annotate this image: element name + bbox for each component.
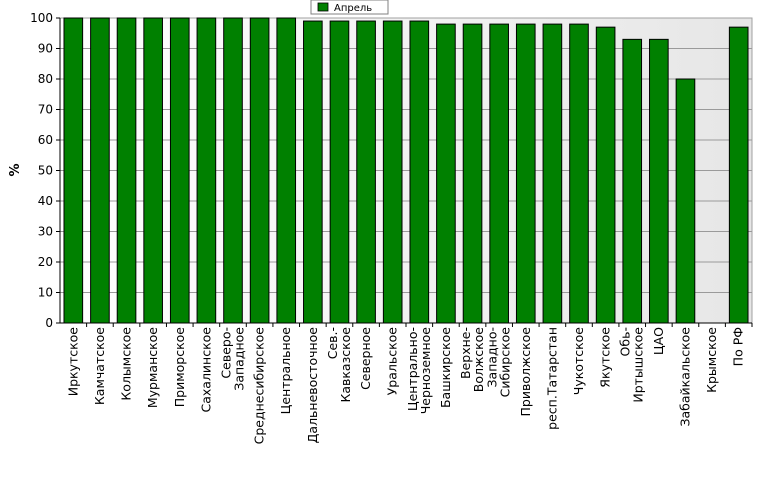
bar — [276, 17, 297, 324]
bar — [489, 23, 509, 324]
x-tick-label: Уральское — [385, 327, 400, 396]
y-tick-label: 40 — [38, 194, 53, 208]
x-tick-label: Крымское — [704, 327, 719, 393]
bar — [436, 23, 456, 324]
x-tick-label: Западное — [232, 327, 247, 391]
x-tick-label: Западно- — [485, 327, 500, 387]
x-tick-label: Иркутское — [65, 327, 80, 397]
x-tick-label: Камчатское — [92, 327, 107, 405]
x-tick-label: Верхне- — [458, 327, 473, 379]
bar — [143, 17, 163, 324]
bar — [63, 17, 84, 324]
bar — [649, 38, 669, 324]
x-tick-label: Кавказское — [338, 327, 353, 403]
x-tick-label: Приволжское — [518, 327, 533, 417]
bar — [382, 20, 403, 324]
bar — [675, 78, 696, 324]
x-tick-label: Якутское — [598, 327, 613, 388]
x-tick-label: Сахалинское — [198, 327, 213, 413]
y-tick-label: 30 — [38, 225, 53, 239]
x-ticks: Иркутское Камчатское Колымское Мурманское Пр… — [65, 323, 753, 445]
bar — [409, 20, 430, 324]
x-tick-label: Среднесибирское — [252, 327, 267, 445]
x-tick-label: ЦАО — [651, 327, 666, 355]
y-tick-label: 20 — [38, 255, 53, 269]
bar — [515, 23, 536, 324]
x-tick-label: Обь- — [618, 327, 633, 356]
x-tick-label: Забайкальское — [677, 327, 692, 427]
bar — [303, 20, 323, 324]
bar — [90, 17, 110, 324]
x-tick-label: Северное — [358, 327, 373, 390]
bar — [462, 23, 483, 324]
legend: Апрель — [310, 0, 389, 15]
bar — [116, 17, 137, 324]
y-tick-label: 90 — [38, 42, 53, 56]
x-tick-label: Центрально- — [405, 327, 420, 411]
y-ticks: 0 10 20 30 40 50 60 70 80 90 100 — [30, 11, 60, 330]
x-tick-label: Иртышское — [631, 327, 646, 403]
x-tick-label: Мурманское — [145, 327, 160, 408]
bar — [728, 26, 749, 324]
bars — [63, 17, 749, 324]
y-tick-label: 60 — [38, 133, 53, 147]
legend-swatch — [317, 2, 329, 12]
x-tick-label: Сибирское — [498, 327, 513, 398]
bar — [223, 17, 243, 324]
y-tick-label: 0 — [45, 316, 53, 330]
bar — [329, 20, 350, 324]
x-tick-label: Сев.- — [325, 327, 340, 359]
legend-box — [310, 0, 389, 15]
y-tick-label: 10 — [38, 286, 53, 300]
x-tick-label: По РФ — [731, 327, 746, 367]
y-tick-label: 50 — [38, 164, 53, 178]
y-tick-label: 80 — [38, 72, 53, 86]
bar — [622, 38, 643, 324]
x-tick-label: Волжское — [471, 327, 486, 393]
x-tick-label: Черноземное — [418, 327, 433, 415]
x-tick-label: респ.Татарстан — [544, 327, 559, 430]
y-tick-label: 70 — [38, 103, 53, 117]
x-tick-label: Чукотское — [571, 327, 586, 396]
y-axis-label: % — [8, 163, 23, 176]
x-tick-label: Центральное — [278, 327, 293, 415]
bar — [542, 23, 563, 324]
bar — [595, 26, 616, 324]
bar — [169, 17, 190, 324]
legend-label: Апрель — [334, 3, 372, 14]
y-tick-label: 100 — [30, 11, 53, 25]
bar — [356, 20, 376, 324]
x-tick-label: Колымское — [119, 327, 134, 401]
x-tick-label: Северо- — [219, 327, 234, 379]
bar — [569, 23, 589, 324]
x-tick-label: Приморское — [172, 327, 187, 408]
x-tick-label: Башкирское — [438, 327, 453, 408]
bar — [249, 17, 270, 324]
x-tick-label: Дальневосточное — [305, 327, 320, 444]
bar — [196, 17, 217, 324]
